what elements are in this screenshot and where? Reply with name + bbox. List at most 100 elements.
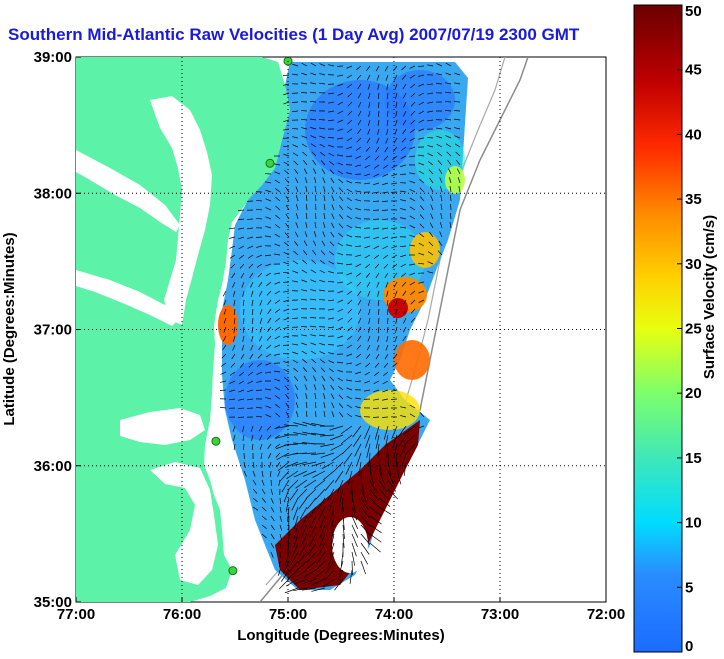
x-axis: 77:00 76:00 75:00 74:00 73:00 72:00: [57, 597, 625, 623]
vector-arrow: [309, 109, 317, 112]
vector-arrow: [293, 533, 299, 548]
vector-arrow: [369, 479, 377, 493]
vector-arrow: [337, 170, 344, 175]
vector-arrow: [376, 74, 380, 81]
vector-arrow: [229, 236, 236, 239]
vector-arrow: [346, 379, 353, 382]
vector-arrow: [300, 533, 308, 547]
vector-arrow: [378, 488, 389, 500]
vector-arrow: [366, 353, 371, 359]
vector-arrow: [337, 317, 344, 322]
vector-arrow: [360, 506, 370, 519]
vector-arrow: [314, 222, 317, 229]
vector-arrow: [256, 263, 263, 268]
vector-arrow: [364, 236, 371, 239]
vector-arrow: [295, 222, 299, 229]
vector-arrow: [374, 362, 380, 368]
vector-arrow: [323, 186, 326, 193]
vector-arrow: [395, 101, 398, 108]
vector-arrow: [305, 410, 308, 418]
vector-arrow: [410, 308, 416, 314]
vector-arrow: [259, 443, 263, 450]
vector-arrow: [427, 110, 434, 113]
vector-arrow: [448, 168, 452, 175]
vector-arrow: [357, 290, 362, 297]
vector-arrow: [247, 227, 254, 230]
vector-arrow: [305, 402, 308, 409]
vector-arrow: [265, 189, 272, 193]
vector-arrow: [409, 413, 416, 418]
vector-arrow: [375, 65, 380, 72]
vector-arrow: [396, 461, 399, 476]
vector-arrow: [384, 434, 389, 449]
vector-arrow: [347, 326, 353, 332]
vector-arrow: [291, 110, 299, 112]
vector-arrow: [403, 101, 407, 108]
vector-arrow: [418, 252, 425, 256]
vector-arrow: [446, 151, 452, 157]
colorbar-tick-label: 20: [685, 385, 702, 402]
vector-arrow: [337, 344, 344, 347]
vector-arrow: [409, 188, 416, 193]
vector-arrow: [229, 227, 236, 230]
vector-arrow: [346, 188, 353, 193]
vector-arrow: [356, 65, 362, 71]
vector-arrow: [400, 245, 407, 248]
velocity-blob: [394, 340, 430, 380]
vector-arrow: [445, 135, 452, 139]
vector-arrow: [302, 431, 317, 436]
vector-arrow: [220, 406, 227, 409]
vector-arrow: [265, 371, 272, 374]
vector-arrow: [285, 411, 290, 418]
vector-arrow: [328, 92, 335, 95]
vector-arrow: [275, 443, 281, 448]
vector-arrow: [310, 289, 317, 292]
vector-arrow: [386, 443, 389, 458]
vector-arrow: [358, 461, 362, 476]
vector-arrow: [354, 380, 362, 383]
vector-arrow: [302, 578, 317, 584]
vector-arrow: [351, 497, 356, 512]
vector-arrow: [401, 452, 407, 467]
vector-arrow: [285, 394, 290, 400]
vector-arrow: [274, 326, 281, 331]
vector-arrow: [238, 389, 245, 393]
velocity-blob: [360, 390, 420, 430]
vector-arrow: [457, 168, 461, 175]
vector-arrow: [229, 389, 236, 392]
vector-arrow: [337, 299, 344, 303]
vector-arrow: [312, 367, 317, 373]
vector-arrow: [455, 151, 461, 157]
vector-arrow: [315, 194, 317, 202]
vector-arrow: [342, 533, 345, 548]
vector-arrow: [319, 269, 326, 274]
vector-arrow: [292, 144, 299, 148]
vector-arrow: [243, 461, 246, 468]
vector-arrow: [347, 299, 353, 305]
vector-arrow: [328, 110, 335, 113]
vector-arrow: [399, 443, 407, 457]
vector-arrow: [278, 569, 281, 576]
vector-arrow: [270, 488, 273, 495]
vector-arrow: [386, 119, 389, 126]
vector-arrow: [308, 533, 317, 547]
vector-arrow: [328, 497, 335, 512]
vector-arrow: [355, 397, 362, 400]
vector-arrow: [250, 425, 254, 432]
vector-arrow: [342, 515, 345, 530]
vector-arrow: [419, 233, 425, 238]
vector-arrow: [386, 92, 389, 99]
vector-arrow: [314, 393, 317, 400]
vector-arrow: [438, 240, 443, 247]
vector-arrow: [321, 461, 335, 470]
vector-arrow: [331, 402, 335, 409]
vector-arrow: [394, 335, 398, 342]
vector-arrow: [328, 271, 335, 274]
vector-arrow: [261, 515, 267, 521]
vector-arrow: [337, 290, 344, 294]
vector-arrow: [247, 245, 254, 249]
vector-arrow: [337, 369, 344, 373]
vector-arrow: [356, 344, 362, 350]
vector-arrow: [259, 335, 263, 342]
vector-arrow: [454, 135, 461, 139]
